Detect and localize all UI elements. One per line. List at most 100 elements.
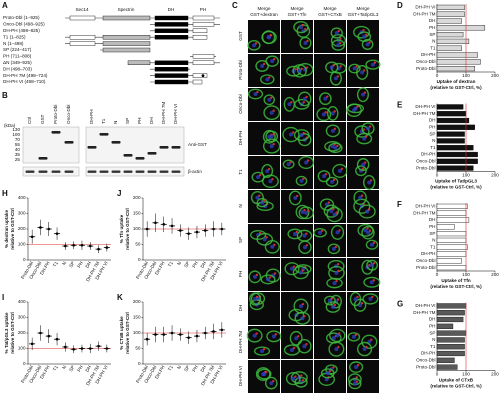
cell (249, 292, 262, 306)
category-label: DH (429, 118, 436, 123)
domain-box (154, 73, 189, 78)
actin-band (99, 170, 109, 173)
cargo (338, 229, 341, 232)
row-label: SP (238, 237, 243, 243)
panel-label: K (117, 293, 123, 302)
cargo (273, 243, 276, 247)
column-stain: GST+dextran (250, 12, 278, 17)
cargo (336, 75, 340, 78)
cargo (262, 62, 266, 66)
x-tick-label: DH (85, 365, 93, 373)
cargo (362, 128, 366, 131)
cargo (295, 230, 299, 234)
band (38, 157, 48, 160)
mean-dot (195, 334, 199, 338)
bar (436, 265, 467, 271)
cargo (256, 90, 259, 94)
panel-label: B (2, 91, 8, 100)
cargo (255, 295, 259, 299)
category-label: DH-PH (421, 52, 436, 57)
cell (348, 361, 364, 373)
x-tick-label: DH-PH (154, 365, 166, 380)
cargo (289, 161, 292, 164)
nucleus (335, 333, 340, 338)
mean-dot (97, 247, 100, 251)
band (159, 146, 169, 149)
row-label: PH (238, 271, 243, 277)
cargo (336, 262, 340, 266)
x-axis-label: Uptake of dextran (437, 79, 476, 84)
blot-membrane (22, 126, 80, 164)
cell (264, 376, 278, 390)
cargo (332, 178, 336, 182)
nucleus (334, 347, 339, 352)
nucleus (293, 195, 298, 200)
cell (325, 61, 339, 74)
mean-dot (212, 227, 215, 231)
cell (260, 74, 275, 85)
cargo (356, 105, 359, 108)
nucleus (332, 212, 337, 217)
nucleus (252, 333, 257, 338)
nucleus (352, 66, 357, 71)
domain-box (154, 79, 189, 85)
bar (436, 310, 465, 316)
cell (361, 225, 375, 240)
x-tick-label: 200 (491, 173, 499, 178)
bar (436, 244, 468, 250)
x-tick-label: 200 (491, 73, 499, 78)
x-tick-label: DH-PH (39, 365, 51, 380)
mean-dot (203, 229, 207, 232)
actin-band (147, 170, 157, 173)
column-title: Merge (290, 6, 303, 11)
marker-label: 70 (15, 137, 21, 142)
y-tick-label: 200 (18, 330, 26, 335)
domain-box (154, 60, 189, 65)
marker-label: 100 (12, 132, 20, 137)
nucleus (361, 162, 366, 167)
cargo (362, 69, 366, 72)
cargo (320, 229, 324, 232)
antibody-label: Anti-GST (188, 142, 207, 147)
cargo (337, 29, 340, 33)
cell (353, 190, 367, 206)
cargo (301, 23, 305, 27)
cargo (363, 91, 367, 94)
x-tick-label: T1 (52, 364, 59, 372)
row-label: DH-PH (238, 131, 243, 146)
cargo (328, 370, 331, 373)
cargo (258, 231, 262, 235)
y-tick-label: 400 (18, 195, 26, 200)
micrograph (347, 156, 379, 189)
bar (436, 258, 462, 264)
cell (317, 170, 331, 183)
nucleus (286, 162, 291, 167)
x-tick-label: N (176, 261, 182, 266)
nucleus (352, 381, 357, 386)
bar (436, 217, 470, 223)
nucleus (360, 70, 365, 75)
nucleus (270, 244, 275, 249)
cell (287, 228, 303, 240)
cargo (296, 335, 300, 338)
cell (361, 259, 374, 275)
actin-band (25, 170, 35, 173)
y-tick-label: 50 (135, 346, 141, 351)
lane-label: PH (137, 118, 142, 124)
construct-label: DH-PH VI (498–710) (3, 79, 46, 84)
cell (349, 291, 362, 307)
category-label: T1 (430, 145, 436, 150)
nucleus (262, 237, 267, 242)
domain-box (69, 41, 96, 46)
nucleus (302, 245, 307, 250)
lane-label: SP (125, 118, 130, 124)
y-tick-label: 0 (23, 257, 26, 262)
cell (331, 39, 346, 51)
cell (263, 94, 275, 106)
nucleus (362, 34, 367, 39)
domain-box (192, 73, 208, 78)
nucleus (360, 92, 365, 97)
nucleus (370, 62, 375, 67)
cargo (304, 27, 307, 31)
construct-label: Onco-Dbl (498–925) (3, 22, 45, 27)
